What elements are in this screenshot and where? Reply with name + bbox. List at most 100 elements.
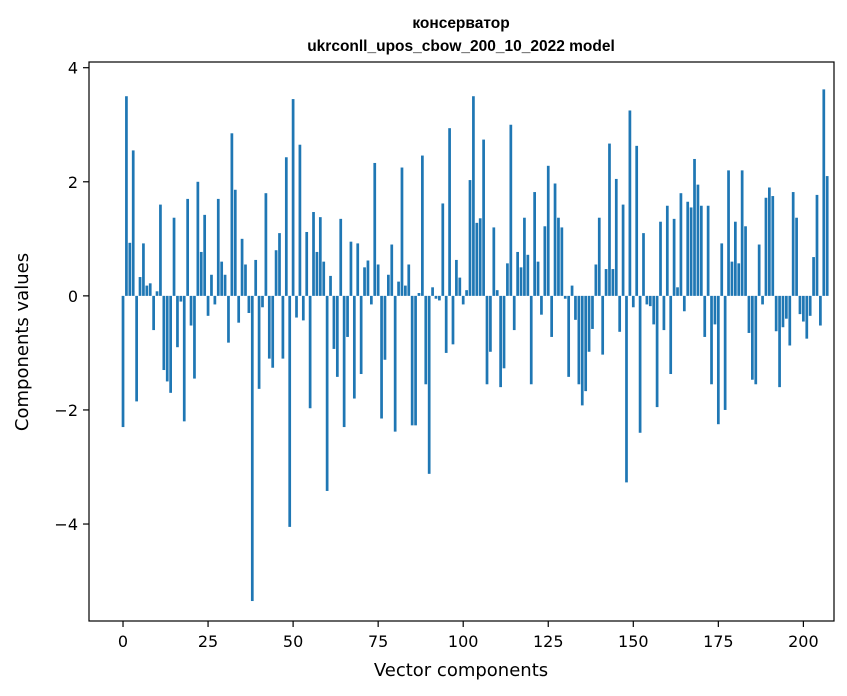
y-tick-label: 2: [68, 173, 78, 192]
bar-component-28: [216, 198, 220, 296]
bar-component-129: [560, 227, 564, 296]
bar-component-130: [563, 295, 567, 299]
bar-component-205: [819, 295, 822, 326]
y-tick-label: 0: [68, 287, 78, 306]
bar-component-131: [567, 295, 571, 377]
bar-component-24: [203, 214, 207, 296]
bar-component-124: [543, 226, 547, 296]
bar-component-15: [172, 217, 176, 296]
bar-component-59: [322, 261, 326, 296]
bar-component-49: [288, 295, 292, 527]
bar-component-125: [546, 165, 550, 296]
bar-component-67: [349, 241, 353, 296]
bar-component-27: [213, 295, 217, 305]
x-tick-label: 150: [618, 632, 649, 651]
bar-component-35: [240, 238, 244, 296]
x-tick-label: 25: [198, 632, 218, 651]
bar-component-65: [342, 295, 346, 428]
bar-component-101: [465, 290, 468, 296]
bar-component-7: [145, 285, 149, 296]
bar-component-93: [438, 295, 441, 301]
bar-component-95: [444, 295, 448, 353]
bar-component-204: [815, 194, 819, 296]
bar-component-158: [659, 221, 662, 296]
bar-component-154: [645, 295, 649, 305]
bar-component-179: [730, 261, 734, 296]
bar-component-140: [597, 217, 601, 296]
bar-component-196: [788, 295, 792, 346]
bar-component-198: [795, 217, 798, 296]
chart-subtitle: ukrconll_upos_cbow_200_10_2022 model: [307, 38, 615, 55]
bar-component-6: [142, 243, 145, 296]
plot-area-frame: [88, 61, 835, 622]
x-tick-label: 50: [283, 632, 303, 651]
bar-component-77: [383, 295, 387, 360]
bar-component-85: [410, 295, 414, 426]
bar-component-134: [577, 295, 581, 385]
bar-component-201: [805, 295, 809, 339]
bar-component-104: [475, 222, 479, 296]
bar-component-89: [424, 295, 428, 385]
bar-component-128: [557, 217, 560, 296]
bar-component-117: [519, 267, 523, 296]
bar-component-11: [159, 204, 162, 296]
bar-component-145: [614, 178, 618, 296]
bar-component-40: [257, 295, 261, 389]
bar-component-79: [390, 244, 394, 296]
bar-component-147: [621, 204, 625, 296]
x-tick-label: 175: [703, 632, 734, 651]
bar-component-137: [587, 295, 591, 352]
bar-component-108: [489, 295, 492, 352]
bar-component-193: [778, 295, 781, 388]
x-tick-label: 100: [448, 632, 479, 651]
bar-component-80: [393, 295, 397, 432]
bar-component-200: [802, 295, 805, 322]
bar-component-107: [485, 295, 489, 385]
bar-component-202: [808, 295, 812, 316]
bar-component-18: [182, 295, 186, 422]
bar-component-106: [482, 139, 485, 296]
bar-component-144: [611, 269, 615, 296]
bar-component-203: [812, 257, 815, 296]
bar-component-29: [220, 261, 224, 296]
x-tick-label: 0: [118, 632, 128, 651]
bar-component-39: [254, 259, 258, 296]
bar-component-31: [227, 295, 230, 343]
bar-component-175: [716, 295, 720, 425]
bar-component-21: [193, 295, 196, 379]
bar-component-58: [318, 217, 322, 296]
bar-component-60: [325, 295, 329, 491]
bar-component-148: [625, 295, 628, 483]
bar-component-103: [472, 96, 475, 296]
bar-component-116: [516, 251, 519, 296]
bar-component-102: [468, 180, 472, 296]
bar-component-136: [584, 295, 588, 392]
bar-component-92: [434, 295, 438, 299]
bar-component-170: [699, 205, 703, 296]
bar-component-192: [774, 295, 778, 332]
bar-component-74: [373, 162, 377, 296]
bar-component-115: [512, 295, 516, 331]
x-tick-label: 75: [368, 632, 388, 651]
bar-component-87: [417, 293, 421, 296]
bar-component-157: [655, 295, 659, 408]
bar-component-53: [301, 295, 305, 321]
bar-component-188: [761, 295, 764, 305]
bar-component-113: [506, 263, 509, 296]
bar-component-97: [451, 295, 455, 345]
bar-component-44: [271, 295, 275, 368]
bar-component-72: [366, 260, 370, 296]
bar-component-176: [720, 243, 724, 296]
bar-component-174: [713, 295, 717, 325]
bar-component-54: [305, 231, 309, 296]
bar-component-86: [414, 295, 417, 426]
bar-component-57: [315, 251, 319, 296]
bar-component-167: [689, 207, 693, 296]
x-tick-label: 125: [533, 632, 564, 651]
bar-component-206: [822, 89, 826, 296]
bar-component-187: [757, 244, 761, 296]
bar-component-19: [186, 198, 190, 296]
bar-component-5: [138, 277, 142, 296]
bar-component-68: [352, 295, 356, 399]
